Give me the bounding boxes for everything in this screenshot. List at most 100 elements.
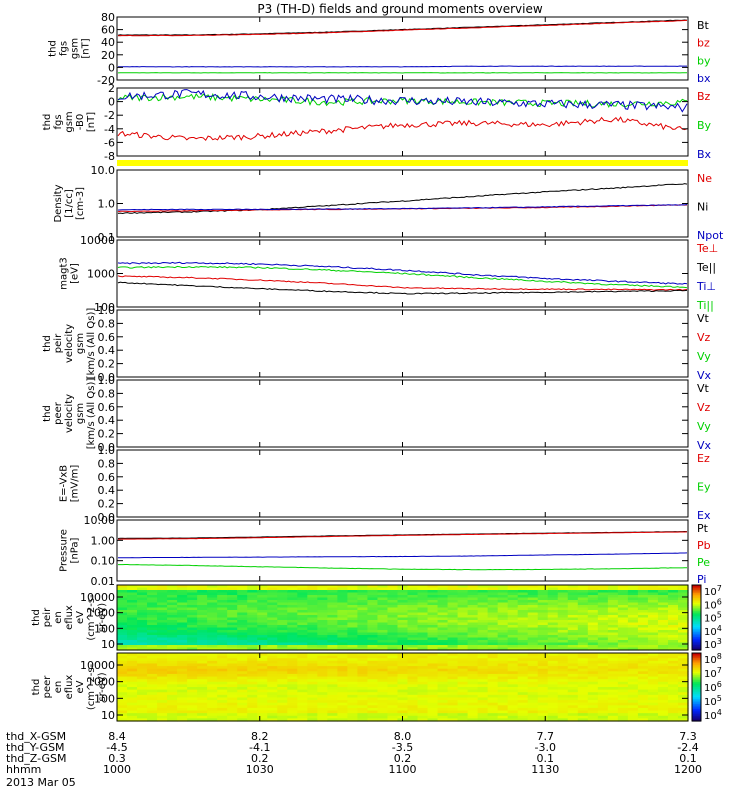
spectrogram-cell: [557, 679, 569, 683]
spectrogram-cell: [467, 668, 479, 672]
spectrogram-cell: [457, 592, 469, 596]
spectrogram-cell: [207, 694, 218, 699]
spectrogram-cell: [347, 627, 359, 631]
spectrogram-cell: [477, 592, 489, 596]
spectrogram-cell: [277, 637, 288, 641]
colorbar-segment: [692, 661, 701, 664]
spectrogram-cell: [137, 647, 148, 651]
spectrogram-cell: [387, 605, 399, 609]
spectrogram-cell: [117, 600, 128, 604]
spectrogram-cell: [117, 660, 128, 665]
spectrogram-cell: [607, 585, 619, 589]
spectrogram-cell: [377, 590, 389, 594]
spectrogram-cell: [577, 679, 589, 683]
spectrogram-cell: [297, 647, 308, 651]
spectrogram-cell: [647, 632, 659, 636]
spectrogram-cell: [327, 697, 338, 701]
spectrogram-cell: [147, 694, 158, 699]
y-axis-label: Density [1/cc] [cm-3]: [53, 184, 86, 222]
spectrogram-cell: [327, 694, 338, 699]
spectrogram-cell: [327, 663, 338, 667]
spectrogram-cell: [457, 615, 469, 619]
spectrogram-cell: [427, 687, 439, 691]
spectrogram-cell: [367, 705, 379, 709]
spectrogram-cell: [657, 632, 669, 636]
spectrogram-cell: [237, 602, 248, 606]
spectrogram-cell: [137, 718, 148, 722]
spectrogram-cell: [347, 681, 359, 685]
series-line-bz: [117, 19, 688, 37]
spectrogram-cell: [177, 585, 188, 589]
spectrogram-cell: [647, 715, 659, 719]
spectrogram-cell: [517, 602, 529, 606]
spectrogram-cell: [557, 635, 569, 639]
spectrogram-cell: [247, 673, 258, 678]
spectrogram-cell: [237, 668, 248, 672]
spectrogram-cell: [617, 635, 629, 639]
spectrogram-cell: [627, 713, 639, 717]
spectrogram-cell: [627, 676, 639, 680]
spectrogram-cell: [427, 671, 439, 675]
spectrogram-cell: [537, 710, 549, 714]
spectrogram-cell: [477, 622, 489, 626]
spectrogram-cell: [597, 600, 609, 604]
spectrogram-cell: [247, 645, 258, 649]
spectrogram-cell: [257, 590, 268, 594]
spectrogram-cell: [567, 676, 579, 680]
spectrogram-cell: [167, 660, 178, 665]
spectrogram-cell: [207, 687, 218, 691]
spectrogram-cell: [507, 694, 519, 699]
spectrogram-cell: [477, 642, 489, 646]
spectrogram-cell: [467, 600, 479, 604]
spectrogram-cell: [127, 694, 138, 699]
spectrogram-cell: [257, 707, 268, 712]
spectrogram-cell: [527, 655, 539, 659]
spectrogram-cell: [377, 684, 389, 688]
spectrogram-cell: [457, 684, 469, 688]
spectrogram-cell: [487, 692, 499, 696]
y-tick-label: 20: [101, 49, 115, 62]
spectrogram-cell: [577, 637, 589, 641]
spectrogram-cell: [667, 676, 679, 680]
spectrogram-cell: [297, 694, 308, 699]
spectrogram-cell: [247, 718, 258, 722]
spectrogram-cell: [477, 590, 489, 594]
spectrogram-cell: [167, 707, 178, 712]
ephemeris-value: 0.1: [679, 752, 697, 765]
spectrogram-cell: [567, 600, 579, 604]
spectrogram-cell: [657, 627, 669, 631]
spectrogram-cell: [197, 668, 208, 672]
spectrogram-cell: [207, 663, 218, 667]
spectrogram-cell: [217, 590, 228, 594]
legend-item: Pe: [697, 556, 710, 569]
spectrogram-cell: [167, 612, 178, 616]
spectrogram-cell: [257, 658, 268, 662]
spectrogram-cell: [457, 625, 469, 629]
legend-item: Vz: [697, 401, 711, 414]
spectrogram-cell: [517, 666, 529, 670]
spectrogram-cell: [267, 673, 278, 678]
spectrogram-cell: [507, 700, 519, 704]
spectrogram-cell: [587, 713, 599, 717]
spectrogram-cell: [677, 702, 689, 706]
ephemeris-value: 7.3: [679, 730, 697, 743]
spectrogram-cell: [207, 632, 218, 636]
spectrogram-cell: [417, 702, 429, 706]
spectrogram-cell: [407, 645, 419, 649]
spectrogram-cell: [157, 658, 168, 662]
y-tick-label: 1000: [87, 268, 115, 281]
spectrogram-cell: [577, 610, 589, 614]
spectrogram-cell: [327, 700, 338, 704]
spectrogram-cell: [677, 632, 689, 636]
spectrogram-cell: [157, 627, 168, 631]
spectrogram-cell: [117, 615, 128, 619]
spectrogram-cell: [417, 666, 429, 670]
spectrogram-cell: [577, 676, 589, 680]
spectrogram-cell: [197, 715, 208, 719]
spectrogram-cell: [297, 671, 308, 675]
spectrogram-cell: [177, 590, 188, 594]
spectrogram-cell: [677, 673, 689, 678]
y-tick-label: 1.0: [98, 304, 116, 317]
spectrogram-cell: [527, 637, 539, 641]
y-axis-label-line: thd: [42, 405, 53, 422]
